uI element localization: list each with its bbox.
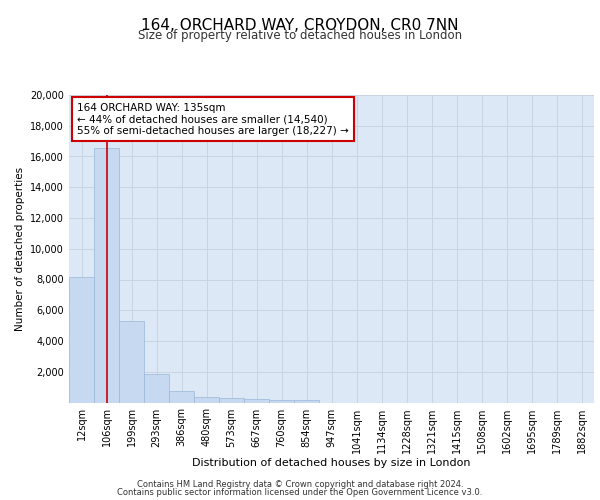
Bar [119, 321, 144, 402]
Text: Size of property relative to detached houses in London: Size of property relative to detached ho… [138, 29, 462, 42]
Y-axis label: Number of detached properties: Number of detached properties [15, 166, 25, 331]
Bar [94, 148, 119, 403]
Bar [219, 398, 244, 402]
X-axis label: Distribution of detached houses by size in London: Distribution of detached houses by size … [192, 458, 471, 468]
Bar [269, 400, 294, 402]
Bar [244, 399, 269, 402]
Bar [69, 277, 94, 402]
Text: 164 ORCHARD WAY: 135sqm
← 44% of detached houses are smaller (14,540)
55% of sem: 164 ORCHARD WAY: 135sqm ← 44% of detache… [77, 102, 349, 136]
Text: Contains public sector information licensed under the Open Government Licence v3: Contains public sector information licen… [118, 488, 482, 497]
Bar [194, 396, 219, 402]
Bar [144, 374, 169, 402]
Text: Contains HM Land Registry data © Crown copyright and database right 2024.: Contains HM Land Registry data © Crown c… [137, 480, 463, 489]
Text: 164, ORCHARD WAY, CROYDON, CR0 7NN: 164, ORCHARD WAY, CROYDON, CR0 7NN [141, 18, 459, 32]
Bar [169, 390, 194, 402]
Bar [294, 400, 319, 402]
